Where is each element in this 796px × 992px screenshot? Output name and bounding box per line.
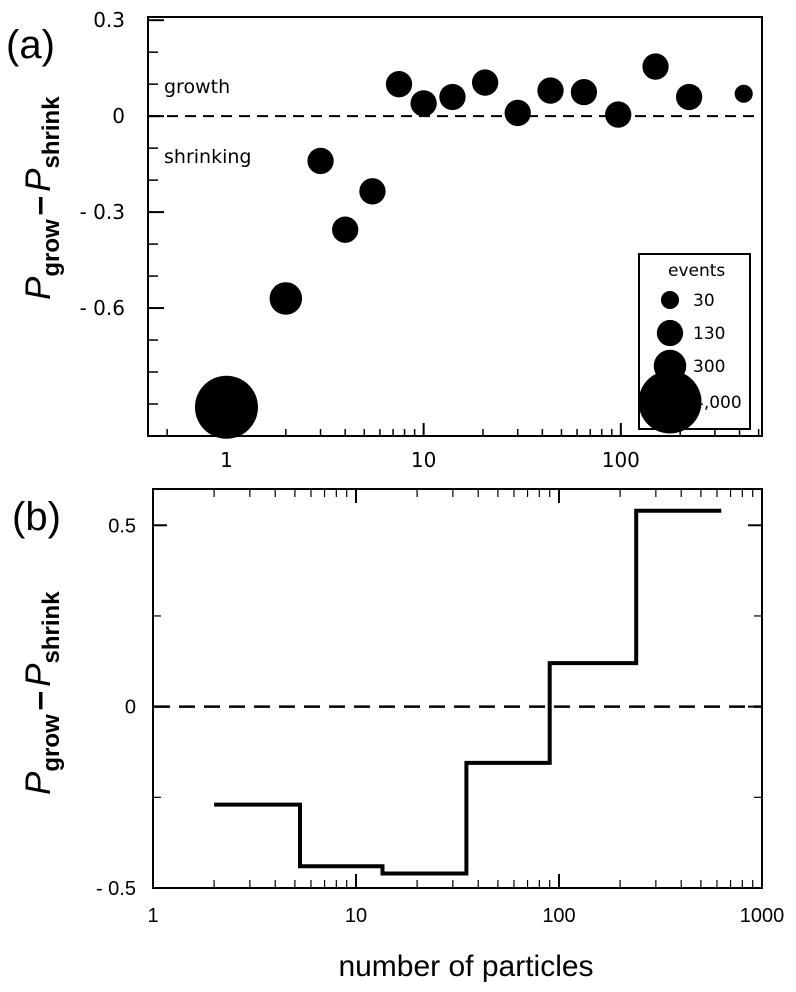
data-point — [410, 90, 437, 117]
panel-a-frame — [147, 16, 763, 437]
panel-a-y-tick-label-0-6: - 0.6 — [80, 296, 125, 320]
data-point — [642, 53, 669, 80]
legend-entries: 30 130 300 4,000 — [638, 290, 742, 434]
data-point — [471, 69, 499, 96]
data-point — [359, 178, 386, 205]
panel-b-x-tick-label-10: 10 — [345, 905, 367, 927]
data-point — [194, 375, 258, 439]
legend-label-130: 130 — [693, 324, 725, 344]
panel-a-ylabel-p1: P — [19, 276, 58, 300]
panel-a-x-tick-label-1: 1 — [220, 448, 233, 472]
panel-b: (b) 1 10 100 1000 0.5 0 - 0.5 number of parti… — [12, 488, 784, 983]
panel-a-ylabel-p2: P — [19, 168, 58, 192]
panel-b-frame — [152, 488, 763, 889]
panel-a-y-tick-label-0-3: - 0.3 — [80, 200, 125, 224]
panel-a-x-tick-label-100: 100 — [602, 448, 640, 472]
panel-b-minor-ticks — [153, 489, 762, 888]
panel-a-y-axis-label: Pgrow – Pshrink — [19, 96, 65, 300]
legend-label-30: 30 — [693, 291, 715, 311]
panel-a-y-tick-label-0-3: 0.3 — [93, 8, 125, 32]
panel-b-x-tick-label-1: 1 — [147, 905, 158, 927]
data-point — [439, 83, 466, 111]
data-point — [537, 77, 564, 104]
events-legend: events 30 130 300 4,000 — [638, 253, 751, 434]
panel-a-y-tick-label-0: 0 — [112, 104, 125, 128]
panel-a-x-tick-label-10: 10 — [411, 448, 436, 472]
panel-a-ylabel-sub2: shrink — [38, 96, 65, 169]
panel-b-x-tick-label-100: 100 — [542, 905, 575, 927]
legend-marker-130 — [656, 319, 684, 347]
panel-b-ylabel-p1: P — [19, 771, 58, 795]
legend-label-300: 300 — [693, 357, 725, 377]
panel-b-y-tick-label-0-5: 0.5 — [108, 515, 136, 537]
panel-a-label: (a) — [6, 23, 55, 67]
growth-annotation: growth — [164, 76, 230, 98]
panel-b-x-axis-label: number of particles — [338, 950, 593, 983]
panel-b-y-ticks: 0.5 0 - 0.5 — [96, 515, 762, 900]
panel-b-label: (b) — [12, 495, 61, 539]
data-point — [332, 216, 359, 243]
panel-b-ylabel-sub2: shrink — [38, 591, 65, 664]
panel-b-y-axis-label: Pgrow – Pshrink — [19, 591, 65, 795]
data-point — [734, 84, 753, 103]
data-point — [385, 71, 413, 98]
legend-label-4-000: 4,000 — [693, 393, 742, 413]
panel-a-data-points — [194, 53, 753, 439]
legend-marker-4-000 — [638, 370, 702, 434]
panel-b-x-ticks: 1 10 100 1000 — [147, 489, 784, 927]
data-point — [504, 99, 531, 127]
panel-a-ylabel-sub1: grow — [38, 219, 65, 277]
panel-b-x-tick-label-1000: 1000 — [740, 905, 785, 927]
step-curve — [214, 508, 722, 876]
data-point — [570, 79, 598, 106]
legend-title: events — [668, 261, 725, 281]
panel-b-ylabel-sub1: grow — [38, 714, 65, 772]
panel-b-y-tick-label-0: 0 — [125, 697, 136, 719]
panel-a-y-ticks: 0.3 0 - 0.3 - 0.6 — [80, 8, 164, 320]
panel-b-y-tick-label-0-5: - 0.5 — [96, 878, 136, 900]
data-point — [269, 282, 303, 315]
panel-a: (a) 1 10 100 0.3 0 - 0.3 - 0.6 growth shrinki… — [6, 8, 763, 472]
panel-b-ylabel-p2: P — [19, 663, 58, 687]
data-point — [675, 83, 703, 111]
shrinking-annotation: shrinking — [164, 146, 251, 168]
panel-a-ylabel-dash: – — [19, 196, 58, 215]
panel-b-ylabel-dash: – — [19, 691, 58, 710]
data-point — [605, 101, 632, 128]
legend-marker-30 — [660, 290, 680, 310]
data-point — [307, 147, 334, 175]
